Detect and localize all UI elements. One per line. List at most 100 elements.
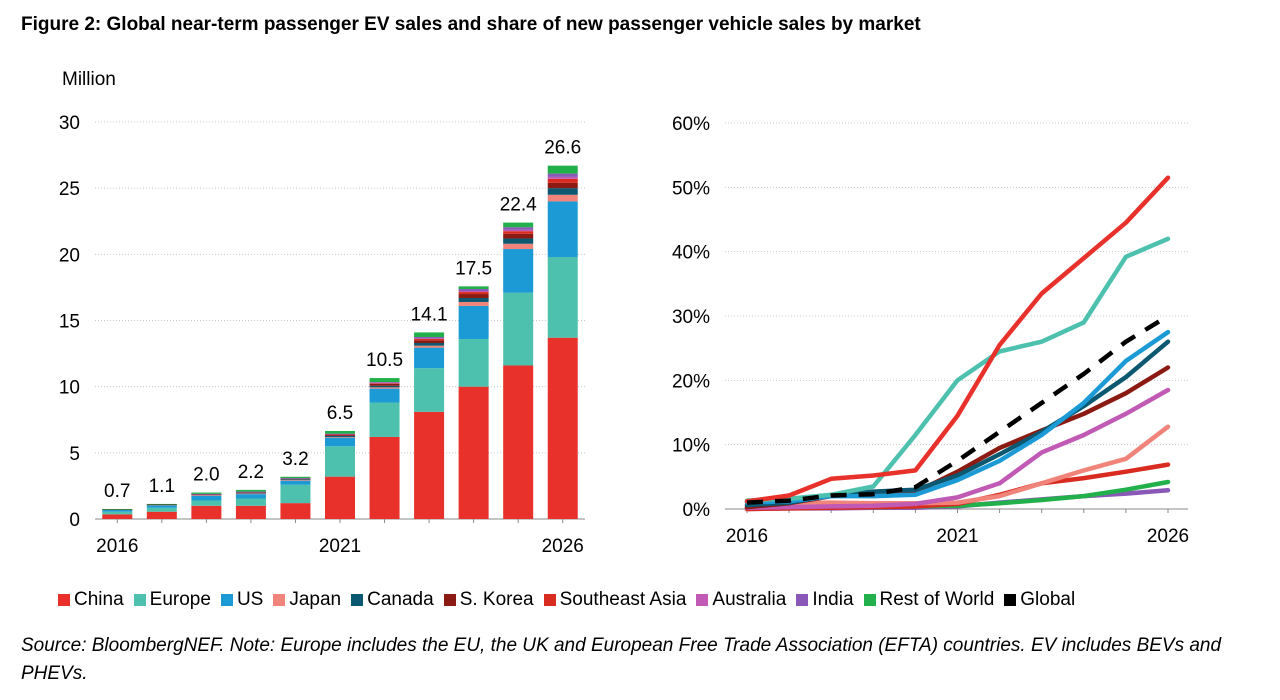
bar-segment	[369, 385, 400, 388]
x-tick-label: 2021	[936, 526, 978, 547]
bar-segment	[547, 182, 578, 189]
bar-segment	[503, 365, 534, 519]
y-tick-label: 5	[69, 444, 80, 465]
bar-segment	[369, 383, 400, 384]
bar-segment	[369, 388, 400, 403]
bar-segment	[325, 434, 355, 436]
bar-segment	[503, 292, 534, 366]
y-tick-label: 60%	[672, 114, 710, 135]
x-tick-label: 2016	[726, 526, 768, 547]
bar-segment	[325, 436, 355, 438]
bar-segment	[369, 387, 400, 389]
bar-segment	[503, 233, 534, 239]
bar-segment	[146, 505, 177, 508]
legend-swatch	[133, 594, 146, 606]
bar-segment	[547, 165, 578, 174]
bar-segment	[280, 484, 311, 504]
legend-label: Japan	[289, 589, 342, 610]
bar-segment	[325, 430, 355, 434]
bar-segment	[503, 222, 534, 228]
legend-swatch	[696, 594, 709, 606]
y-tick-label: 10	[59, 378, 80, 399]
bar-segment	[458, 294, 489, 299]
bar-segment	[191, 500, 222, 506]
bar-segment	[547, 256, 578, 338]
legend-item: Global	[1004, 589, 1075, 611]
x-tick-label: 2021	[319, 536, 361, 557]
legend-label: Rest of World	[879, 589, 995, 610]
data-label: 22.4	[500, 195, 537, 216]
series-line	[744, 387, 1171, 510]
bar-segment	[547, 188, 578, 195]
x-tick-label: 2026	[1147, 526, 1189, 547]
legend-label: Australia	[712, 589, 787, 610]
bar-segment	[414, 368, 445, 412]
bar-segment	[280, 503, 311, 519]
bar-segment	[280, 479, 311, 481]
bar-segment	[235, 493, 266, 495]
legend-item: China	[58, 589, 124, 611]
bar-segment	[235, 494, 266, 499]
bar-segment	[458, 286, 489, 290]
bar-segment	[102, 509, 133, 512]
x-tick-label: 2026	[542, 536, 584, 557]
y-tick-label: 20%	[672, 371, 710, 392]
data-label: 2.0	[193, 465, 219, 486]
bar-segment	[369, 378, 400, 383]
series-line	[744, 424, 1171, 508]
bar-segment	[235, 489, 266, 492]
legend-swatch	[443, 594, 456, 606]
legend-item: Rest of World	[863, 589, 995, 611]
series-line	[746, 314, 1170, 505]
legend-swatch	[273, 594, 286, 606]
bar-segment	[547, 194, 578, 202]
bar-segment	[146, 503, 177, 505]
bar-segment	[191, 492, 222, 494]
charts-canvas: Million 0 5 10 15 20 25 30 0.7 1.1 2.0 2.2 3.2 6.5 10.…	[59, 69, 1189, 557]
bar-segment	[369, 383, 400, 386]
bar-segment	[414, 339, 445, 341]
data-label: 14.1	[411, 304, 448, 325]
legend-swatch	[220, 594, 233, 606]
bar-segment	[414, 342, 445, 346]
legend: China Europe US Japan Canada S. Korea Southeas…	[58, 589, 1085, 611]
bar-segment	[503, 249, 534, 293]
bar-segment	[325, 476, 355, 519]
bar-segment	[458, 339, 489, 387]
legend-swatch	[543, 594, 556, 606]
bar-segment	[325, 433, 355, 435]
legend-item: Japan	[273, 589, 341, 611]
bar-segment	[414, 411, 445, 519]
legend-label: US	[236, 589, 264, 610]
legend-label: Southeast Asia	[559, 589, 687, 610]
bar-segment	[414, 345, 445, 348]
series-line	[744, 175, 1171, 504]
y-tick-label: 0	[69, 510, 80, 531]
bar-segment	[414, 332, 445, 338]
bar-segment	[458, 386, 489, 519]
y-tick-label: 30	[59, 113, 80, 134]
data-label: 2.2	[238, 462, 264, 483]
bar-segment	[102, 509, 133, 510]
data-label: 6.5	[327, 403, 353, 424]
x-tick-label: 2016	[96, 536, 138, 557]
bar-segment	[191, 495, 222, 496]
figure-title: Figure 2: Global near-term passenger EV …	[21, 14, 921, 35]
bar-segment	[458, 298, 489, 302]
legend-item: S. Korea	[443, 589, 534, 611]
bar-segment	[280, 476, 311, 479]
legend-item: US	[220, 589, 264, 611]
bar-segment	[191, 495, 222, 501]
bar-segment	[325, 446, 355, 477]
legend-item: India	[796, 589, 854, 611]
data-label: 26.6	[544, 138, 581, 159]
y-tick-label: 40%	[672, 243, 710, 264]
bar-segment	[369, 402, 400, 437]
legend-swatch	[1004, 594, 1017, 606]
bar-segment	[547, 178, 578, 183]
bar-segment	[369, 382, 400, 383]
legend-swatch	[58, 594, 70, 606]
legend-item: Southeast Asia	[543, 589, 687, 611]
bar-segment	[191, 505, 222, 519]
bar-segment	[102, 514, 133, 519]
